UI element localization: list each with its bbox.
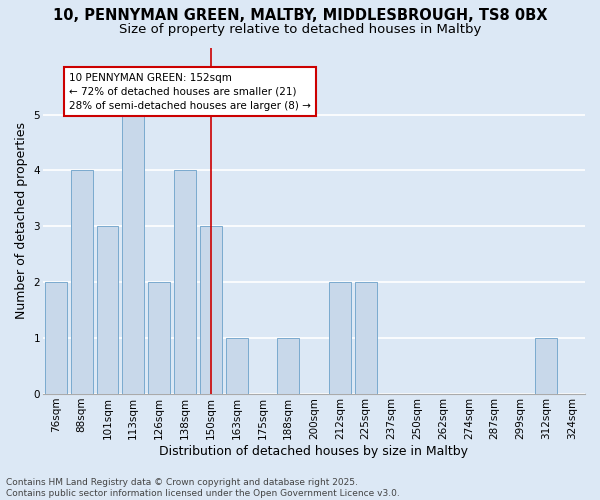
Text: 10, PENNYMAN GREEN, MALTBY, MIDDLESBROUGH, TS8 0BX: 10, PENNYMAN GREEN, MALTBY, MIDDLESBROUG…: [53, 8, 547, 22]
Bar: [45, 282, 67, 394]
Text: Contains HM Land Registry data © Crown copyright and database right 2025.
Contai: Contains HM Land Registry data © Crown c…: [6, 478, 400, 498]
Text: Size of property relative to detached houses in Maltby: Size of property relative to detached ho…: [119, 22, 481, 36]
Text: 10 PENNYMAN GREEN: 152sqm
← 72% of detached houses are smaller (21)
28% of semi-: 10 PENNYMAN GREEN: 152sqm ← 72% of detac…: [69, 72, 311, 110]
Bar: [329, 282, 351, 394]
Bar: [71, 170, 92, 394]
Bar: [148, 282, 170, 394]
Bar: [97, 226, 118, 394]
Bar: [200, 226, 222, 394]
Bar: [535, 338, 557, 394]
Bar: [122, 114, 144, 394]
Y-axis label: Number of detached properties: Number of detached properties: [15, 122, 28, 320]
X-axis label: Distribution of detached houses by size in Maltby: Distribution of detached houses by size …: [160, 444, 469, 458]
Bar: [226, 338, 248, 394]
Bar: [277, 338, 299, 394]
Bar: [355, 282, 377, 394]
Bar: [174, 170, 196, 394]
